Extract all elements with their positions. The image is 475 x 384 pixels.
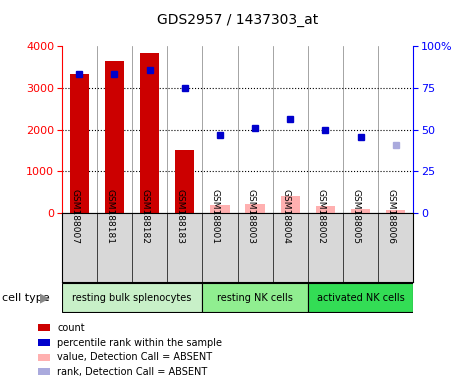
Bar — [281, 195, 300, 213]
Bar — [246, 204, 265, 213]
Text: ▶: ▶ — [40, 291, 50, 304]
Text: GSM188183: GSM188183 — [176, 189, 185, 244]
Text: resting NK cells: resting NK cells — [217, 293, 293, 303]
Bar — [351, 209, 370, 213]
Bar — [70, 74, 89, 213]
Text: GSM188182: GSM188182 — [141, 189, 150, 244]
Text: GSM188001: GSM188001 — [211, 189, 220, 244]
Bar — [386, 210, 405, 213]
Bar — [140, 53, 159, 213]
Text: GSM188005: GSM188005 — [352, 189, 361, 244]
Text: GSM188006: GSM188006 — [387, 189, 396, 244]
Text: GSM188181: GSM188181 — [105, 189, 114, 244]
FancyBboxPatch shape — [202, 283, 308, 312]
Text: GSM188004: GSM188004 — [281, 189, 290, 244]
FancyBboxPatch shape — [62, 283, 202, 312]
Text: resting bulk splenocytes: resting bulk splenocytes — [72, 293, 192, 303]
Text: GSM188003: GSM188003 — [246, 189, 255, 244]
Text: rank, Detection Call = ABSENT: rank, Detection Call = ABSENT — [57, 367, 207, 377]
Text: percentile rank within the sample: percentile rank within the sample — [57, 338, 222, 348]
Text: cell type: cell type — [2, 293, 50, 303]
Text: GSM188002: GSM188002 — [316, 189, 325, 244]
Text: GSM188007: GSM188007 — [70, 189, 79, 244]
Text: activated NK cells: activated NK cells — [317, 293, 404, 303]
Text: GDS2957 / 1437303_at: GDS2957 / 1437303_at — [157, 13, 318, 27]
Text: count: count — [57, 323, 85, 333]
Bar — [175, 150, 194, 213]
Bar — [105, 61, 124, 213]
Bar — [316, 206, 335, 213]
Bar — [210, 205, 229, 213]
FancyBboxPatch shape — [308, 283, 413, 312]
Text: value, Detection Call = ABSENT: value, Detection Call = ABSENT — [57, 352, 212, 362]
